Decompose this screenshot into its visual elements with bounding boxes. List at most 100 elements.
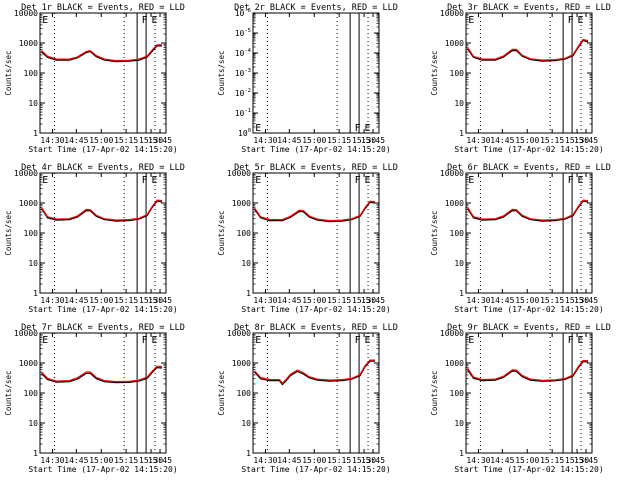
y-tick-label: 1 <box>459 449 464 458</box>
y-tick-label: 10 <box>454 99 464 108</box>
event-marker-f: F <box>142 335 148 346</box>
x-tick-label: 15:45 <box>361 136 385 145</box>
x-tick-label: 15:00 <box>302 136 326 145</box>
event-marker-e: E <box>255 123 261 134</box>
y-tick-label: 1 <box>33 129 38 138</box>
detector-panel-6: Det 6r BLACK = Events, RED = LLD 1 10 100 10… <box>430 163 611 314</box>
event-marker-e: E <box>365 123 371 134</box>
x-tick-label: 15:15 <box>540 456 564 465</box>
x-axis-label: Start Time (17-Apr-02 14:15:20) <box>454 145 603 154</box>
y-tick-label: 10000 <box>14 9 38 18</box>
x-tick-label: 14:45 <box>490 136 514 145</box>
x-tick-label: 15:00 <box>89 296 113 305</box>
y-axis-label: Counts/sec <box>4 50 13 95</box>
detector-panel-4: Det 4r BLACK = Events, RED = LLD 1 10 100 10… <box>4 163 185 314</box>
y-tick-label: 1 <box>246 289 251 298</box>
x-tick-label: 15:15 <box>540 136 564 145</box>
x-axis-label: Start Time (17-Apr-02 14:15:20) <box>28 465 177 474</box>
panel-title: Det 4r BLACK = Events, RED = LLD <box>21 163 185 173</box>
y-axis-label: Counts/sec <box>4 370 13 415</box>
x-tick-label: 14:45 <box>277 296 301 305</box>
y-tick-label: 100 <box>24 389 39 398</box>
x-tick-label: 14:30 <box>253 296 277 305</box>
event-marker-f: F <box>568 335 574 346</box>
x-tick-label: 15:00 <box>89 456 113 465</box>
x-tick-label: 14:45 <box>277 456 301 465</box>
lld-series-line <box>40 199 163 221</box>
detector-panel-2: Det 2r BLACK = Events, RED = LLD 100 10-1 1… <box>217 3 398 154</box>
event-marker-e: E <box>468 175 474 186</box>
panel-title: Det 8r BLACK = Events, RED = LLD <box>234 323 398 333</box>
x-tick-label: 14:45 <box>277 136 301 145</box>
x-tick-label: 15:30 <box>139 296 163 305</box>
x-tick-label: 15:00 <box>302 456 326 465</box>
plot-frame <box>252 12 380 134</box>
y-tick-label: 100 <box>237 229 252 238</box>
y-tick-label: 1 <box>246 449 251 458</box>
x-tick-label: 14:30 <box>253 456 277 465</box>
lld-series-line <box>254 359 375 385</box>
panel-title: Det 3r BLACK = Events, RED = LLD <box>447 3 611 13</box>
x-axis-label: Start Time (17-Apr-02 14:15:20) <box>241 145 390 154</box>
events-series-line <box>41 45 162 63</box>
plot-frame <box>39 12 167 134</box>
y-tick-label: 10 <box>241 419 251 428</box>
x-axis-label: Start Time (17-Apr-02 14:15:20) <box>454 465 603 474</box>
panel-title: Det 2r BLACK = Events, RED = LLD <box>234 3 398 13</box>
events-series-line <box>254 360 375 386</box>
x-tick-label: 14:30 <box>253 136 277 145</box>
plot-frame <box>465 332 593 454</box>
x-tick-label: 15:30 <box>139 456 163 465</box>
x-tick-label: 14:45 <box>64 296 88 305</box>
y-axis-label: Counts/sec <box>430 370 439 415</box>
event-marker-e: E <box>468 335 474 346</box>
plot-frame <box>465 12 593 134</box>
x-tick-label: 15:00 <box>515 296 539 305</box>
plot-frame <box>252 332 380 454</box>
event-marker-e: E <box>578 335 584 346</box>
event-marker-e: E <box>365 175 371 186</box>
x-tick-label: 15:45 <box>361 296 385 305</box>
lld-series-line <box>254 200 376 222</box>
y-tick-label: 10000 <box>227 169 251 178</box>
x-axis-label: Start Time (17-Apr-02 14:15:20) <box>454 305 603 314</box>
y-tick-label: 10-4 <box>235 48 252 58</box>
x-tick-label: 15:45 <box>361 456 385 465</box>
events-series-line <box>41 366 163 384</box>
y-tick-label: 10 <box>28 419 38 428</box>
x-tick-label: 14:30 <box>466 456 490 465</box>
x-tick-label: 15:45 <box>574 136 598 145</box>
x-tick-label: 14:45 <box>64 456 88 465</box>
y-tick-label: 1000 <box>232 199 251 208</box>
y-axis-label: Counts/sec <box>217 210 226 255</box>
x-tick-label: 15:30 <box>352 296 376 305</box>
plot-frame <box>465 172 593 294</box>
event-marker-e: E <box>42 15 48 26</box>
panel-title: Det 9r BLACK = Events, RED = LLD <box>447 323 611 333</box>
x-tick-label: 15:30 <box>352 136 376 145</box>
y-tick-label: 100 <box>238 128 251 138</box>
x-tick-label: 15:30 <box>565 296 589 305</box>
y-tick-label: 10000 <box>14 169 38 178</box>
event-marker-f: F <box>568 15 574 26</box>
x-tick-label: 15:45 <box>148 456 172 465</box>
x-tick-label: 15:15 <box>327 296 351 305</box>
detector-panel-7: Det 7r BLACK = Events, RED = LLD 1 10 100 10… <box>4 323 185 474</box>
y-tick-label: 1000 <box>19 199 38 208</box>
y-tick-label: 100 <box>450 389 465 398</box>
event-marker-e: E <box>578 15 584 26</box>
x-tick-label: 15:15 <box>114 456 138 465</box>
y-tick-label: 100 <box>24 69 39 78</box>
event-marker-f: F <box>142 175 148 186</box>
event-marker-e: E <box>152 15 158 26</box>
event-marker-f: F <box>355 335 361 346</box>
y-axis-label: Counts/sec <box>217 370 226 415</box>
x-axis-label: Start Time (17-Apr-02 14:15:20) <box>241 465 390 474</box>
y-tick-label: 10000 <box>14 329 38 338</box>
x-tick-label: 14:30 <box>40 456 64 465</box>
y-tick-label: 10 <box>28 259 38 268</box>
y-tick-label: 100 <box>24 229 39 238</box>
x-tick-label: 15:00 <box>89 136 113 145</box>
event-marker-f: F <box>142 15 148 26</box>
